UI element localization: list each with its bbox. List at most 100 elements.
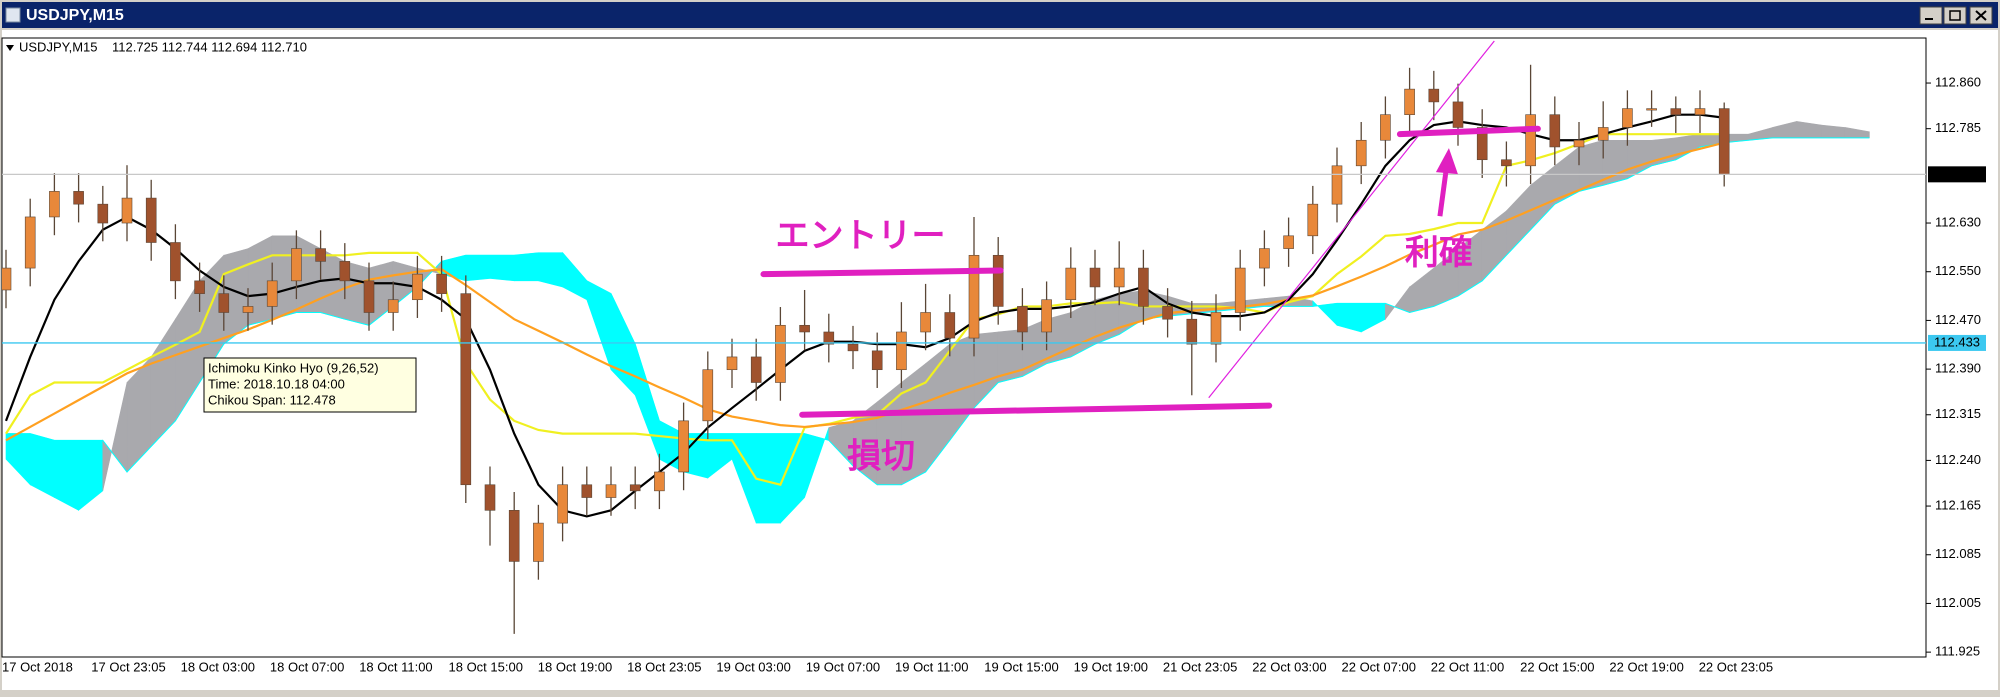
candle-body [387, 299, 399, 313]
candle-body [1210, 312, 1222, 345]
cloud-segment [1578, 139, 1604, 192]
tooltip-line: Time: 2018.10.18 04:00 [208, 376, 345, 391]
candle-body [170, 242, 181, 282]
cloud-segment [755, 433, 781, 524]
candle-body [145, 197, 157, 243]
y-tick-label: 112.860 [1935, 74, 1981, 89]
annotation-line [799, 402, 1273, 418]
y-tick-label: 111.925 [1935, 644, 1980, 659]
x-tick-label: 22 Oct 07:00 [1342, 659, 1416, 674]
y-tick-label: 112.470 [1935, 312, 1981, 327]
candle-body [1525, 114, 1536, 167]
candle-body [1113, 267, 1125, 288]
y-tick-label: 112.550 [1935, 263, 1981, 278]
plot: 112.860 112.785 112.630 112.550 112.470 112.3… [2, 40, 1986, 674]
candle-body [847, 343, 859, 352]
tooltip-line: Ichimoku Kinko Hyo (9,26,52) [208, 360, 379, 375]
candle-body [702, 369, 714, 422]
candle-body [1065, 267, 1077, 301]
candle-body [1428, 88, 1440, 103]
x-tick-label: 17 Oct 2018 [2, 659, 73, 674]
candle-body [1186, 318, 1198, 345]
price-label: 112.710 [1934, 166, 1980, 181]
candle-body [944, 312, 956, 339]
cloud-segment [513, 252, 539, 282]
x-tick-label: 18 Oct 19:00 [538, 659, 612, 674]
candle-body [291, 248, 302, 282]
candle-body [460, 293, 472, 486]
candle-body [605, 484, 617, 498]
candle-body [315, 248, 326, 262]
price-label-box [1928, 334, 1986, 351]
candle-body [24, 216, 36, 269]
candle-body [1138, 267, 1149, 307]
candle-body [1162, 306, 1173, 320]
quote-label: 112.725 112.744 112.694 112.710 [112, 39, 307, 54]
candle-body [1355, 139, 1367, 167]
candle-body [484, 484, 496, 511]
x-tick-label: 18 Oct 03:00 [181, 659, 255, 674]
restore-glyph [1949, 10, 1961, 21]
candle-body [1476, 127, 1488, 161]
x-tick-label: 18 Oct 23:05 [627, 659, 701, 674]
minimize-button[interactable] [1919, 6, 1943, 25]
window-icon [5, 7, 21, 23]
candle-body [1670, 108, 1682, 115]
x-tick-label: 19 Oct 15:00 [984, 659, 1058, 674]
candle-body [97, 203, 109, 224]
annotation-line [1396, 125, 1541, 138]
candle-body [533, 522, 544, 562]
candle-body [678, 420, 689, 473]
candle-body [412, 273, 423, 301]
candle-body [1089, 267, 1101, 288]
x-tick-label: 22 Oct 03:00 [1252, 659, 1326, 674]
cloud-segment [489, 254, 515, 282]
x-tick-label: 19 Oct 03:00 [716, 659, 790, 674]
candle-body [242, 306, 254, 313]
candle-body [218, 293, 230, 313]
candle-body [194, 280, 205, 294]
candle-body [1646, 108, 1657, 111]
price-label: 112.433 [1934, 334, 1980, 349]
symbol-label: USDJPY,M15 [19, 39, 98, 54]
x-tick-label: 18 Oct 07:00 [270, 659, 344, 674]
y-tick-label: 112.390 [1935, 361, 1981, 376]
cloud-segment [1820, 124, 1846, 139]
x-tick-label: 22 Oct 19:00 [1609, 659, 1683, 674]
cloud-segment [538, 252, 563, 288]
candle-body [1380, 114, 1391, 141]
candle-body [436, 273, 447, 294]
candle-body [1283, 235, 1294, 249]
x-tick-label: 19 Oct 19:00 [1074, 659, 1148, 674]
candle-body [1573, 139, 1585, 148]
candle-body [1549, 114, 1561, 148]
trend-line [1208, 40, 1495, 399]
candle-body [557, 484, 568, 524]
y-tick-label: 112.630 [1935, 214, 1981, 229]
candle-body [896, 331, 907, 371]
x-tick-label: 22 Oct 15:00 [1520, 659, 1594, 674]
y-tick-label: 112.315 [1935, 406, 1981, 421]
x-tick-label: 22 Oct 11:00 [1431, 659, 1504, 674]
x-tick-label: 22 Oct 23:05 [1699, 659, 1773, 674]
candle-body [750, 356, 762, 383]
candle-body [1331, 165, 1343, 205]
y-tick-label: 112.005 [1935, 595, 1981, 610]
candle-body [508, 510, 520, 562]
candle-body [1017, 306, 1028, 333]
annotation-text: エントリー [775, 217, 945, 255]
symbol-marker [6, 45, 14, 51]
candle-body [726, 356, 738, 371]
x-tick-label: 19 Oct 11:00 [895, 659, 968, 674]
candle-body [73, 191, 84, 205]
candle-body [1259, 248, 1270, 269]
candle-body [1041, 299, 1052, 333]
candle-body [799, 324, 810, 333]
candle-body [968, 254, 980, 339]
candle-body [49, 191, 60, 218]
candle-body [121, 197, 133, 224]
y-tick-label: 112.165 [1935, 497, 1981, 512]
restore-button[interactable] [1943, 6, 1967, 25]
